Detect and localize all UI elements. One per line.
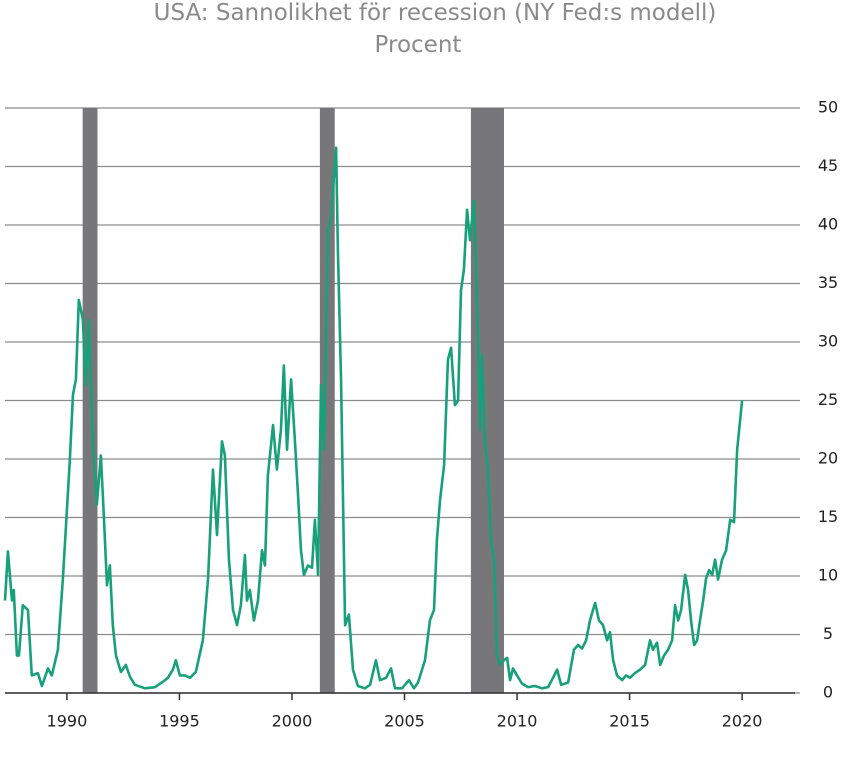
x-tick-label: 1995 <box>159 712 200 731</box>
x-tick-label: 2010 <box>497 712 538 731</box>
x-tick-label: 2000 <box>272 712 313 731</box>
y-tick-label: 10 <box>818 566 838 585</box>
y-tick-label: 0 <box>823 683 833 702</box>
y-tick-label: 5 <box>823 624 833 643</box>
recession-band <box>319 108 335 693</box>
x-tick-label: 2015 <box>609 712 650 731</box>
recession-band <box>82 108 98 693</box>
chart-subtitle: Procent <box>375 32 462 58</box>
recession-band <box>470 108 504 693</box>
line-series <box>3 146 744 690</box>
chart-title: USA: Sannolikhet för recession (NY Fed:s… <box>154 0 717 26</box>
y-tick-label: 15 <box>818 507 838 526</box>
y-tick-label: 20 <box>818 449 838 468</box>
y-tick-label: 35 <box>818 273 838 292</box>
y-tick-label: 45 <box>818 156 838 175</box>
y-tick-label: 25 <box>818 390 838 409</box>
y-tick-label: 50 <box>818 98 838 117</box>
x-tick-label: 1990 <box>47 712 88 731</box>
y-tick-label: 30 <box>818 332 838 351</box>
x-tick-label: 2005 <box>384 712 425 731</box>
x-tick-label: 2020 <box>722 712 763 731</box>
y-tick-label: 40 <box>818 215 838 234</box>
